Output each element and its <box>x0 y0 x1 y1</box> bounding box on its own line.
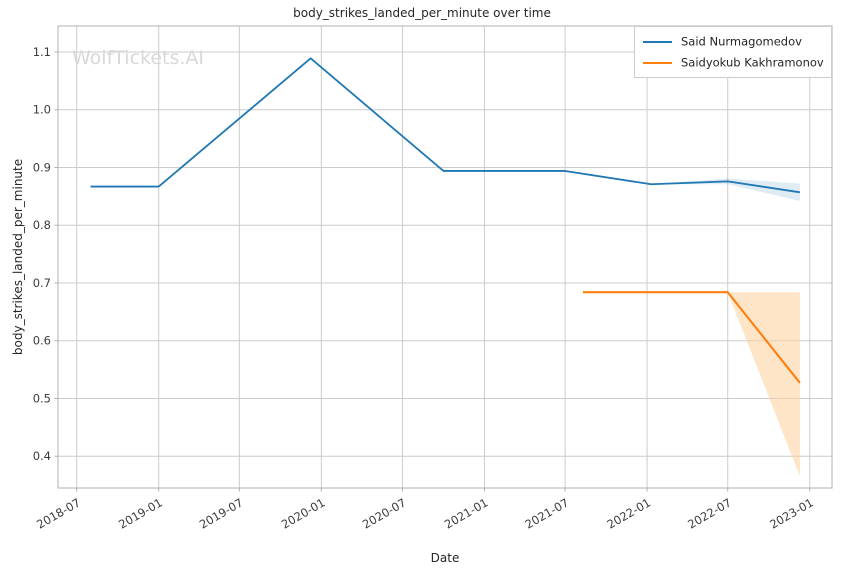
confidence-band-series-2 <box>582 292 800 477</box>
confidence-bands <box>90 58 800 477</box>
x-tick-label: 2020-01 <box>279 495 328 531</box>
x-tick-label: 2019-01 <box>116 495 165 531</box>
y-tick-label: 0.9 <box>33 160 51 174</box>
x-tick-label: 2021-01 <box>442 495 491 531</box>
x-gridlines <box>76 26 811 488</box>
x-tick-label: 2018-07 <box>34 495 83 531</box>
y-tick-label: 1.0 <box>33 103 51 117</box>
y-gridlines <box>58 51 832 457</box>
legend-label-2: Saidyokub Kakhramonov <box>681 56 824 70</box>
line-series-1 <box>90 57 801 194</box>
y-axis-label: body_strikes_landed_per_minute <box>11 159 25 355</box>
y-tick-label: 1.1 <box>33 45 51 59</box>
line-series-2 <box>582 291 801 384</box>
x-tick-label: 2022-07 <box>685 495 734 531</box>
legend-label-1: Said Nurmagomedov <box>681 35 802 49</box>
legend-entry-list: Said Nurmagomedov Saidyokub Kakhramonov <box>643 35 824 70</box>
x-axis-label: Date <box>431 551 460 565</box>
x-tick-label: 2021-07 <box>523 495 572 531</box>
x-tick-label: 2023-01 <box>767 495 816 531</box>
page-title: body_strikes_landed_per_minute over time <box>293 6 551 20</box>
legend-box <box>634 26 832 78</box>
plot-area-background <box>58 26 832 488</box>
axis-frame <box>57 25 833 489</box>
y-tick-label: 0.6 <box>33 334 51 348</box>
chart-legend[interactable]: Said Nurmagomedov Saidyokub Kakhramonov <box>634 26 832 78</box>
x-tick-label: 2020-07 <box>360 495 409 531</box>
data-series-lines <box>90 57 801 384</box>
x-tick-label: 2019-07 <box>197 495 246 531</box>
y-axis-ticks: 0.4 0.5 0.6 0.7 0.8 0.9 1.0 1.1 <box>33 45 58 463</box>
x-tick-label: 2022-01 <box>605 495 654 531</box>
y-tick-label: 0.4 <box>33 449 51 463</box>
watermark-text: WolfTickets.AI <box>72 47 204 69</box>
x-axis-ticks: 2018-07 2019-01 2019-07 2020-01 2020-07 2021-… <box>34 488 816 532</box>
y-tick-label: 0.7 <box>33 276 51 290</box>
y-tick-label: 0.5 <box>33 391 51 405</box>
y-tick-label: 0.8 <box>33 218 51 232</box>
